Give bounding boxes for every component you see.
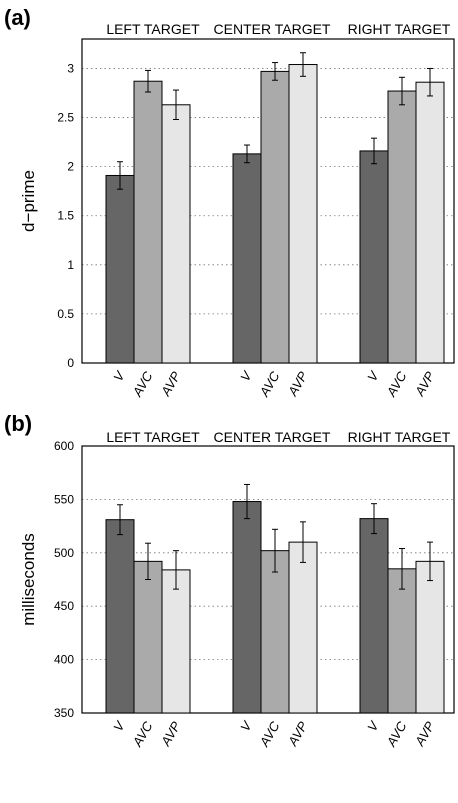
- y-tick-label: 1: [67, 258, 74, 272]
- category-label: AVC: [129, 718, 156, 749]
- bar: [133, 560, 163, 714]
- category-label: AVP: [157, 369, 183, 400]
- category-label: AVP: [411, 719, 437, 750]
- category-label: AVP: [411, 369, 437, 400]
- category-label: AVP: [157, 719, 183, 750]
- bar: [387, 90, 417, 364]
- category-label: AVC: [383, 718, 410, 749]
- bar: [387, 568, 417, 714]
- y-tick-label: 350: [54, 706, 74, 720]
- category-label: AVP: [284, 369, 310, 400]
- y-tick-label: 1.5: [57, 209, 74, 223]
- y-tick-label: 3: [67, 61, 74, 75]
- group-label: LEFT TARGET: [106, 429, 200, 445]
- bar: [105, 174, 135, 364]
- y-tick-label: 0.5: [57, 307, 74, 321]
- bar: [161, 104, 191, 364]
- bar: [260, 550, 290, 714]
- panel-label-b: (b): [4, 411, 32, 436]
- group-label: LEFT TARGET: [106, 21, 200, 37]
- y-tick-label: 0: [67, 356, 74, 370]
- bar: [359, 150, 389, 364]
- y-tick-label: 2.5: [57, 111, 74, 125]
- bar: [232, 501, 262, 714]
- y-tick-label: 450: [54, 599, 74, 613]
- bar: [415, 81, 445, 364]
- category-label: V: [237, 368, 255, 384]
- category-label: AVP: [284, 719, 310, 750]
- category-label: V: [364, 718, 382, 734]
- category-label: AVC: [256, 368, 283, 399]
- y-axis-title: d−prime: [19, 170, 38, 232]
- y-tick-label: 500: [54, 546, 74, 560]
- category-label: AVC: [383, 368, 410, 399]
- y-tick-label: 550: [54, 492, 74, 506]
- bar: [260, 70, 290, 364]
- bar: [105, 519, 135, 714]
- y-tick-label: 600: [54, 439, 74, 453]
- group-label: RIGHT TARGET: [348, 429, 451, 445]
- bar: [232, 153, 262, 364]
- bar: [288, 64, 318, 364]
- y-axis-title: milliseconds: [19, 533, 38, 626]
- group-label: RIGHT TARGET: [348, 21, 451, 37]
- category-label: AVC: [256, 718, 283, 749]
- bar: [161, 569, 191, 714]
- bar: [415, 560, 445, 714]
- group-label: CENTER TARGET: [214, 429, 331, 445]
- panel-label-a: (a): [4, 5, 31, 30]
- y-tick-label: 400: [54, 653, 74, 667]
- y-tick-label: 2: [67, 160, 74, 174]
- category-label: V: [110, 718, 128, 734]
- category-label: V: [364, 368, 382, 384]
- bar: [359, 518, 389, 714]
- bar: [288, 541, 318, 714]
- category-label: AVC: [129, 368, 156, 399]
- category-label: V: [237, 718, 255, 734]
- category-label: V: [110, 368, 128, 384]
- bar: [133, 80, 163, 364]
- group-label: CENTER TARGET: [214, 21, 331, 37]
